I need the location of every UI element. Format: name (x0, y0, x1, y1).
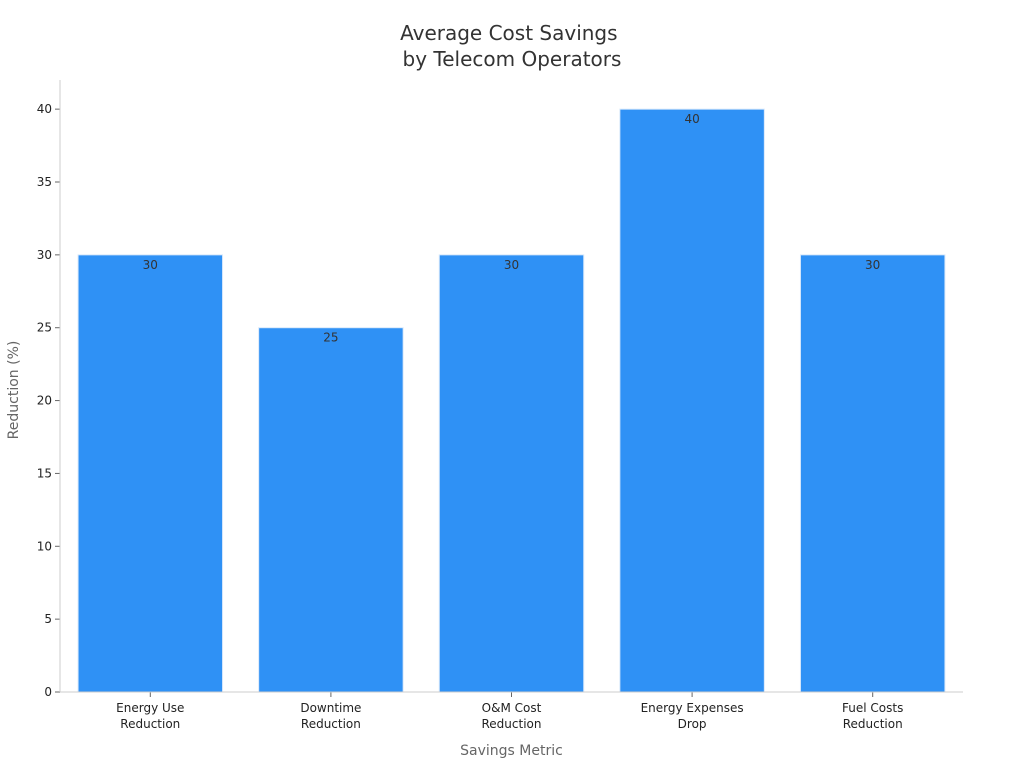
bar-value-label: 30 (143, 258, 158, 272)
x-tick-label: Energy Expenses Drop (641, 701, 744, 731)
y-tick-label: 5 (44, 612, 52, 626)
x-tick-label-line: Fuel Costs (842, 701, 903, 715)
x-tick-label-line: Energy Use (116, 701, 184, 715)
y-tick-label: 35 (37, 175, 52, 189)
y-tick-label: 0 (44, 685, 52, 699)
bar-value-label: 25 (323, 331, 338, 345)
chart-title: Average Cost Savings by Telecom Operator… (400, 21, 624, 71)
x-tick-label-line: Reduction (482, 717, 542, 731)
x-tick-label-line: O&M Cost (482, 701, 542, 715)
bar (799, 254, 946, 693)
x-tick-label: O&M Cost Reduction (482, 701, 542, 731)
y-axis-ticks: 0 5 10 15 20 25 30 35 40 (37, 102, 60, 699)
bar (438, 254, 585, 693)
x-tick-label: Downtime Reduction (300, 701, 361, 731)
x-tick-label-line: Downtime (300, 701, 361, 715)
x-tick-label: Fuel Costs Reduction (842, 701, 903, 731)
x-tick-label-line: Reduction (843, 717, 903, 731)
x-tick-label-line: Reduction (120, 717, 180, 731)
y-tick-label: 20 (37, 394, 52, 408)
x-tick-label-line: Drop (678, 717, 707, 731)
y-tick-label: 15 (37, 466, 52, 480)
x-tick-label: Energy Use Reduction (116, 701, 184, 731)
bar (77, 254, 224, 693)
bars-group (77, 108, 946, 693)
x-tick-label-line: Energy Expenses (641, 701, 744, 715)
bar (619, 108, 765, 693)
y-tick-label: 10 (37, 539, 52, 553)
x-axis-title: Savings Metric (460, 743, 563, 759)
bar-value-label: 40 (684, 112, 699, 126)
data-labels-group: 30 25 30 40 30 (143, 112, 881, 345)
y-tick-label: 25 (37, 321, 52, 335)
x-tick-label-line: Reduction (301, 717, 361, 731)
y-tick-label: 30 (37, 248, 52, 262)
y-tick-label: 40 (37, 102, 52, 116)
chart-title-line-1: Average Cost Savings (400, 21, 617, 45)
chart-title-line-2: by Telecom Operators (403, 47, 622, 71)
bar (258, 327, 404, 693)
y-axis-title: Reduction (%) (6, 341, 22, 440)
bar-value-label: 30 (504, 258, 519, 272)
bar-value-label: 30 (865, 258, 880, 272)
